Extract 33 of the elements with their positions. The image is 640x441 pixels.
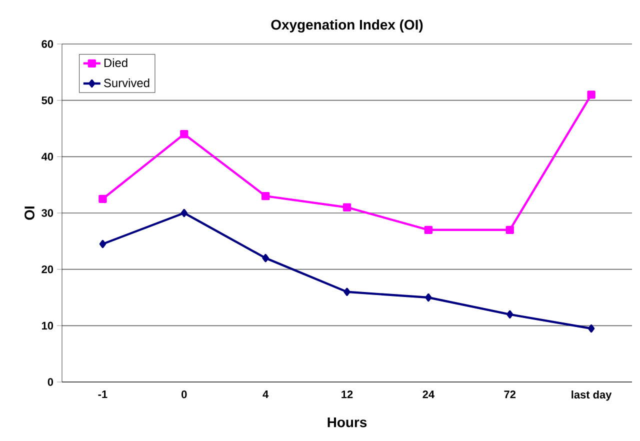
point — [180, 130, 188, 138]
point — [98, 194, 107, 203]
legend-label: Died — [104, 58, 128, 68]
point — [506, 310, 514, 318]
legend-label: Survived — [104, 78, 150, 88]
x-tick-label: 4 — [262, 390, 269, 398]
point — [588, 324, 595, 333]
y-tick-label: 20 — [42, 265, 54, 274]
x-tick-label: 12 — [342, 390, 353, 398]
y-tick-label: 30 — [42, 209, 54, 217]
y-tick-label: 40 — [41, 152, 54, 161]
point — [99, 240, 106, 248]
x-tick-label: last day — [572, 390, 612, 401]
point — [262, 254, 269, 262]
x-axis-title: Hours — [328, 418, 367, 428]
point — [424, 226, 433, 234]
y-tick-label: 0 — [48, 378, 54, 386]
x-tick-label: 24 — [422, 390, 434, 398]
y-tick-label: 60 — [42, 40, 54, 48]
point — [425, 293, 432, 302]
point — [344, 288, 350, 296]
y-tick-label: 10 — [42, 322, 54, 330]
x-tick-label: 72 — [504, 390, 516, 398]
y-tick-label: 50 — [42, 96, 54, 104]
point — [342, 203, 352, 212]
point — [180, 208, 188, 218]
chart-title: Oxygenation Index (OI) — [271, 19, 423, 33]
x-tick-label: -1 — [98, 390, 108, 398]
point — [506, 226, 514, 234]
y-axis-title: OI — [24, 206, 34, 220]
point — [261, 192, 270, 200]
point — [587, 90, 596, 99]
x-tick-label: 0 — [182, 390, 187, 398]
